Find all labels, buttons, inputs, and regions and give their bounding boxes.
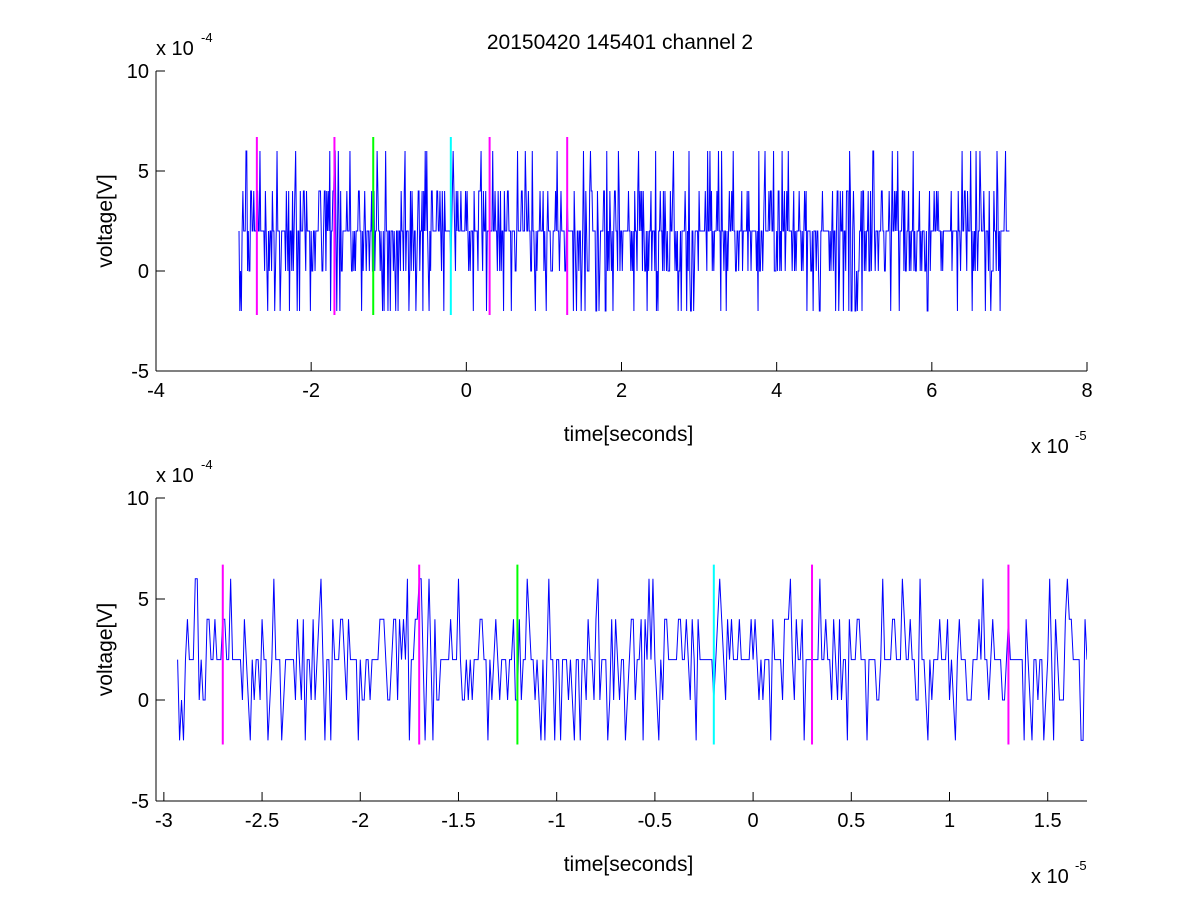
y-exponent-multiplier: x 10 [156,465,194,487]
x-tick-label: 0.5 [837,810,865,832]
x-tick-label: 0 [461,380,472,402]
x-exponent-value: -5 [1075,428,1087,443]
x-tick-label: 2 [616,380,627,402]
x-tick-label: 6 [926,380,937,402]
x-exponent-multiplier: x 10 [1031,436,1069,458]
x-tick-label: 0 [748,810,759,832]
y-tick-label: 10 [127,61,149,83]
x-tick-label: -1.5 [441,810,475,832]
x-tick-label: -2 [351,810,369,832]
figure-title: 20150420 145401 channel 2 [487,31,753,54]
y-axis-label: voltage[V] [94,603,117,696]
y-exponent-multiplier: x 10 [156,38,194,60]
bottom-axes: -3 -2.5 -2 -1.5 -1 -0.5 0 0.5 1 1.5 -5 0 5 10 time[sec… [94,457,1087,888]
y-exponent-value: -4 [201,457,213,472]
x-tick-label: -0.5 [638,810,672,832]
x-tick-label: 4 [771,380,782,402]
x-tick-label: 1 [944,810,955,832]
x-axis-label: time[seconds] [564,853,694,876]
x-exponent-multiplier: x 10 [1031,866,1069,888]
x-tick-label: -3 [155,810,173,832]
y-tick-label: -5 [131,361,149,383]
x-axis-label: time[seconds] [564,423,694,446]
y-tick-label: 10 [127,488,149,510]
x-tick-label: -2.5 [245,810,279,832]
y-tick-label: -5 [131,791,149,813]
y-tick-label: 0 [138,261,149,283]
x-tick-label: -4 [147,380,165,402]
top-axes: -4 -2 0 2 4 6 8 -5 0 5 10 time[seconds] voltage[V] x … [94,30,1093,458]
y-tick-label: 5 [138,589,149,611]
signal-series-line [238,150,1010,312]
x-tick-label: 1.5 [1034,810,1062,832]
x-tick-label: -2 [302,380,320,402]
y-axis-label: voltage[V] [94,174,117,267]
y-exponent-value: -4 [201,30,213,45]
y-tick-label: 5 [138,161,149,183]
y-tick-label: 0 [138,690,149,712]
x-tick-label: -1 [548,810,566,832]
x-exponent-value: -5 [1075,858,1087,873]
x-tick-label: 8 [1081,380,1092,402]
signal-series-line [177,578,1087,741]
